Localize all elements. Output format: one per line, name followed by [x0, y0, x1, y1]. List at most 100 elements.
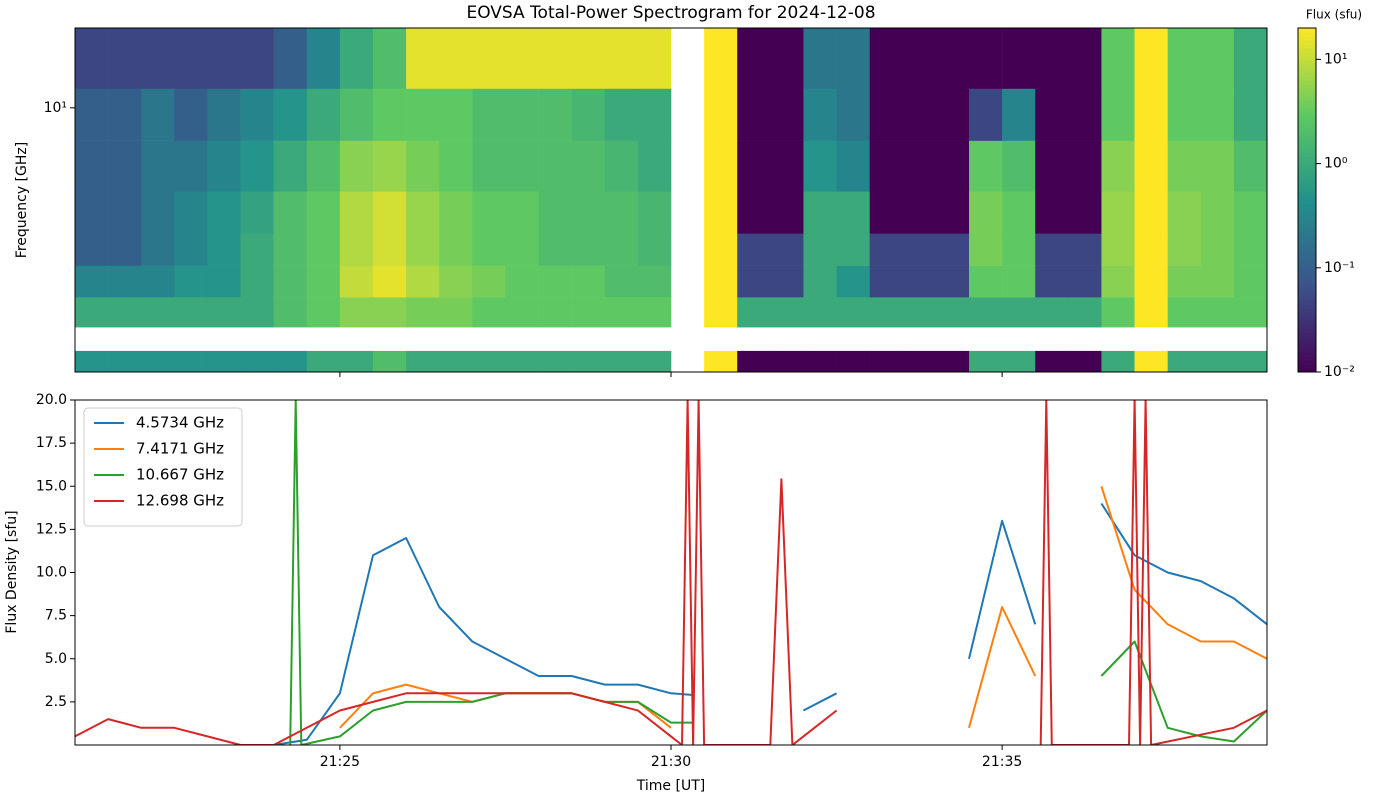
heatmap-cell [1200, 233, 1235, 266]
heatmap-cell [141, 28, 175, 89]
colorbar-band [1298, 324, 1316, 329]
heatmap-cell [339, 28, 374, 89]
heatmap-cell [604, 140, 639, 192]
heatmap-cell [935, 265, 970, 298]
colorbar-band [1298, 156, 1316, 161]
heatmap-cell [869, 28, 904, 89]
heatmap-cell [869, 297, 904, 328]
spectrogram [75, 28, 1268, 373]
colorbar-band [1298, 328, 1316, 333]
heatmap-cell [869, 265, 904, 298]
heatmap-cell [373, 350, 407, 373]
colorbar-band [1298, 148, 1316, 153]
heatmap-cell [406, 265, 440, 298]
heatmap-cell [637, 191, 672, 234]
heatmap-cell [306, 265, 341, 298]
heatmap-cell [935, 233, 970, 266]
heatmap-cell [538, 191, 572, 234]
heatmap-cell [273, 140, 308, 192]
heatmap-cell [207, 191, 241, 234]
colorbar-frame [1297, 27, 1317, 373]
heatmap-cell [240, 350, 274, 373]
heatmap-cell [75, 297, 109, 328]
colorbar-band [1298, 320, 1316, 325]
colorbar-tick-label: 10⁰ [1324, 156, 1348, 172]
heatmap-cell [1035, 191, 1069, 234]
heatmap-cell [902, 140, 937, 192]
heatmap-cell [373, 191, 407, 234]
colorbar-tick-label: 10⁻² [1324, 364, 1355, 380]
heatmap-cell [439, 140, 473, 192]
heatmap-cell [1167, 28, 1202, 89]
heatmap-cell [1233, 297, 1268, 328]
heatmap-cell [339, 140, 374, 192]
heatmap-cell [538, 88, 572, 141]
heatmap-cell [538, 297, 572, 328]
colorbar-band [1298, 136, 1316, 141]
legend-label: 10.667 GHz [136, 466, 224, 484]
heatmap-cell [207, 233, 241, 266]
heatmap-cell [306, 233, 341, 266]
heatmap-cell [637, 350, 672, 373]
colorbar-band [1298, 120, 1316, 125]
colorbar-band [1298, 32, 1316, 37]
heatmap-cell [836, 265, 870, 298]
heatmap-cell [505, 297, 539, 328]
colorbar-band [1298, 280, 1316, 285]
heatmap-cell [571, 297, 606, 328]
x-axis-label: Time [UT] [636, 778, 705, 794]
heatmap-cell [273, 297, 308, 328]
heatmap-cell [571, 265, 606, 298]
heatmap-cell [1167, 350, 1202, 373]
heatmap-cell [969, 233, 1003, 266]
colorbar-band [1298, 28, 1316, 33]
heatmap-cell [770, 191, 804, 234]
colorbar-band [1298, 188, 1316, 193]
colorbar-band [1298, 348, 1316, 353]
heatmap-cell [472, 233, 506, 266]
colorbar-band [1298, 244, 1316, 249]
heatmap-cell [538, 350, 572, 373]
colorbar-band [1298, 360, 1316, 365]
colorbar-band [1298, 124, 1316, 129]
heatmap-cell [1233, 233, 1268, 266]
heatmap-cell [902, 297, 937, 328]
series-line [289, 400, 1267, 745]
heatmap-cell [704, 88, 738, 141]
heatmap-cell [1101, 350, 1135, 373]
heatmap-cell [1167, 297, 1202, 328]
heatmap-cell [1200, 297, 1235, 328]
colorbar-tick-label: 10¹ [1324, 51, 1347, 67]
heatmap-cell [1134, 28, 1168, 89]
colorbar-band [1298, 40, 1316, 45]
heatmap-cell [373, 233, 407, 266]
heatmap-cell [637, 265, 672, 298]
heatmap-cell [141, 140, 175, 192]
colorbar-band [1298, 340, 1316, 345]
colorbar-band [1298, 132, 1316, 137]
heatmap-cell [108, 233, 142, 266]
heatmap-cell [1167, 140, 1202, 192]
heatmap-cell [1200, 191, 1235, 234]
heatmap-cell [704, 265, 738, 298]
colorbar-band [1298, 212, 1316, 217]
heatmap-cell [373, 297, 407, 328]
colorbar-band [1298, 300, 1316, 305]
colorbar-tick-label: 10⁻¹ [1324, 260, 1355, 276]
heatmap-cell [240, 191, 274, 234]
heatmap-cell [836, 297, 870, 328]
heatmap-cell [935, 88, 970, 141]
colorbar-band [1298, 220, 1316, 225]
heatmap-cell [240, 28, 274, 89]
heatmap-cell [406, 233, 440, 266]
heatmap-cell [273, 28, 308, 89]
heatmap-cell [1035, 233, 1069, 266]
colorbar-band [1298, 200, 1316, 205]
heatmap-cell [108, 191, 142, 234]
colorbar-band [1298, 256, 1316, 261]
heatmap-cell [75, 191, 109, 234]
heatmap-cell [637, 297, 672, 328]
heatmap-cell [869, 140, 904, 192]
heatmap-cell [373, 140, 407, 192]
heatmap-cell [141, 233, 175, 266]
